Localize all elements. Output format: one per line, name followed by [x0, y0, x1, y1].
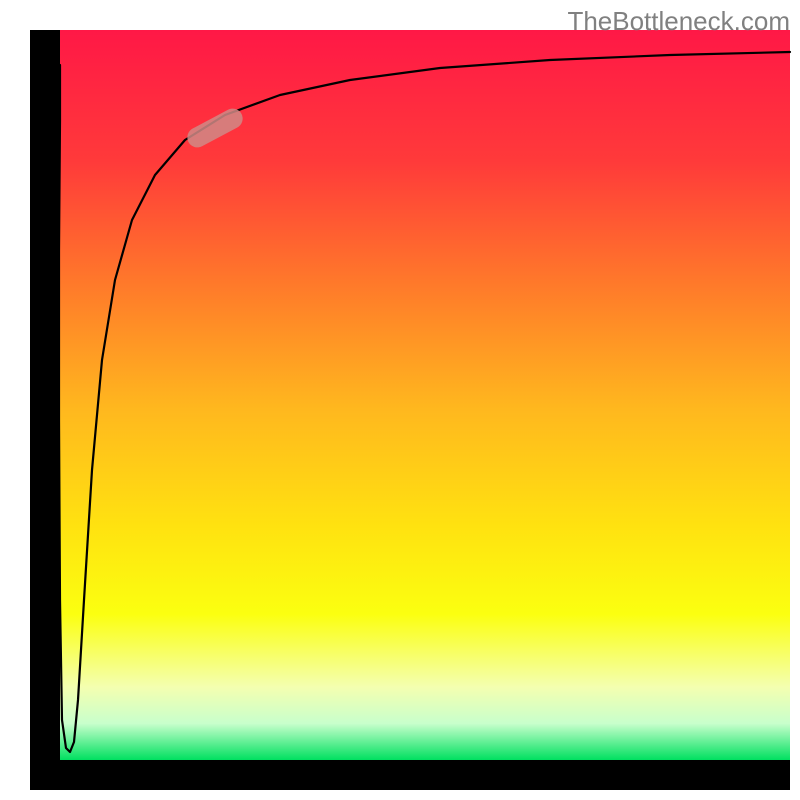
- plot-area: [60, 30, 790, 760]
- x-axis: [30, 760, 790, 790]
- chart-container: TheBottleneck.com: [0, 0, 800, 800]
- gradient-background: [60, 30, 790, 760]
- watermark-text: TheBottleneck.com: [567, 6, 790, 37]
- y-axis: [30, 30, 60, 790]
